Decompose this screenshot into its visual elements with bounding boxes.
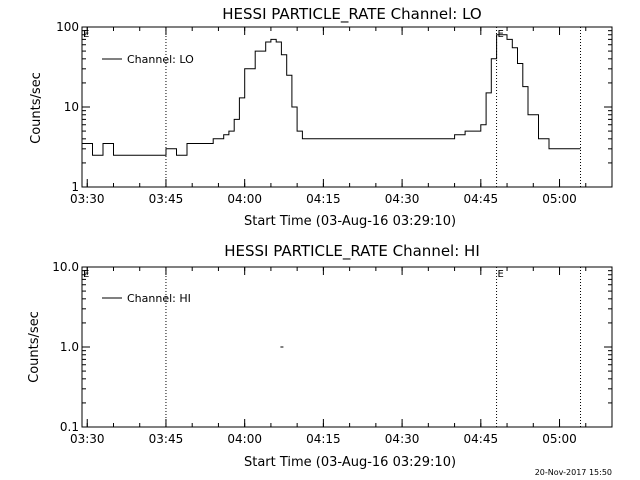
hi-legend: Channel: HI — [102, 292, 191, 305]
lo-plot-frame — [81, 26, 613, 188]
lo-legend-label: Channel: LO — [127, 53, 194, 66]
lo-chart-title: HESSI PARTICLE_RATE Channel: LO — [222, 5, 481, 24]
lo-event-label: E — [83, 29, 89, 40]
hi-x-tick-label: 04:45 — [464, 432, 499, 446]
lo-x-tick-label: 04:30 — [385, 192, 420, 206]
lo-y-tick-label: 10 — [64, 100, 79, 114]
hi-x-tick-label: 04:15 — [306, 432, 341, 446]
hi-y-tick-label: 10.0 — [52, 260, 79, 274]
hi-event-label: E — [83, 269, 89, 280]
hi-y-tick-label: 0.1 — [60, 420, 79, 434]
hi-y-axis-label: Counts/sec — [27, 311, 42, 383]
lo-series-line — [82, 34, 581, 156]
lo-x-axis-label: Start Time (03-Aug-16 03:29:10) — [244, 214, 456, 229]
lo-x-tick-label: 05:00 — [542, 192, 577, 206]
hi-legend-label: Channel: HI — [127, 292, 191, 305]
lo-x-tick-label: 04:00 — [227, 192, 262, 206]
lo-x-tick-label: 03:45 — [149, 192, 184, 206]
lo-y-tick-label: 100 — [56, 20, 79, 34]
hi-event-label: E — [498, 269, 504, 280]
lo-x-tick-label: 03:30 — [70, 192, 105, 206]
hi-x-tick-label: 05:00 — [542, 432, 577, 446]
lo-x-tick-label: 04:15 — [306, 192, 341, 206]
hi-chart-title: HESSI PARTICLE_RATE Channel: HI — [224, 242, 480, 261]
hi-x-tick-label: 03:30 — [70, 432, 105, 446]
date-stamp: 20-Nov-2017 15:50 — [535, 468, 612, 477]
lo-y-axis-label: Counts/sec — [29, 72, 44, 144]
lo-y-tick-label: 1 — [71, 180, 79, 194]
lo-legend: Channel: LO — [102, 53, 194, 66]
hi-y-tick-label: 1.0 — [60, 340, 79, 354]
hi-x-tick-label: 04:00 — [227, 432, 262, 446]
hi-plot-frame — [81, 266, 613, 428]
lo-panel: HESSI PARTICLE_RATE Channel: LO Counts/s… — [29, 5, 613, 229]
hi-x-tick-label: 04:30 — [385, 432, 420, 446]
hi-panel: HESSI PARTICLE_RATE Channel: HI Counts/s… — [27, 242, 613, 470]
lo-x-tick-label: 04:45 — [464, 192, 499, 206]
hi-x-axis-label: Start Time (03-Aug-16 03:29:10) — [244, 455, 456, 470]
hi-x-tick-label: 03:45 — [149, 432, 184, 446]
